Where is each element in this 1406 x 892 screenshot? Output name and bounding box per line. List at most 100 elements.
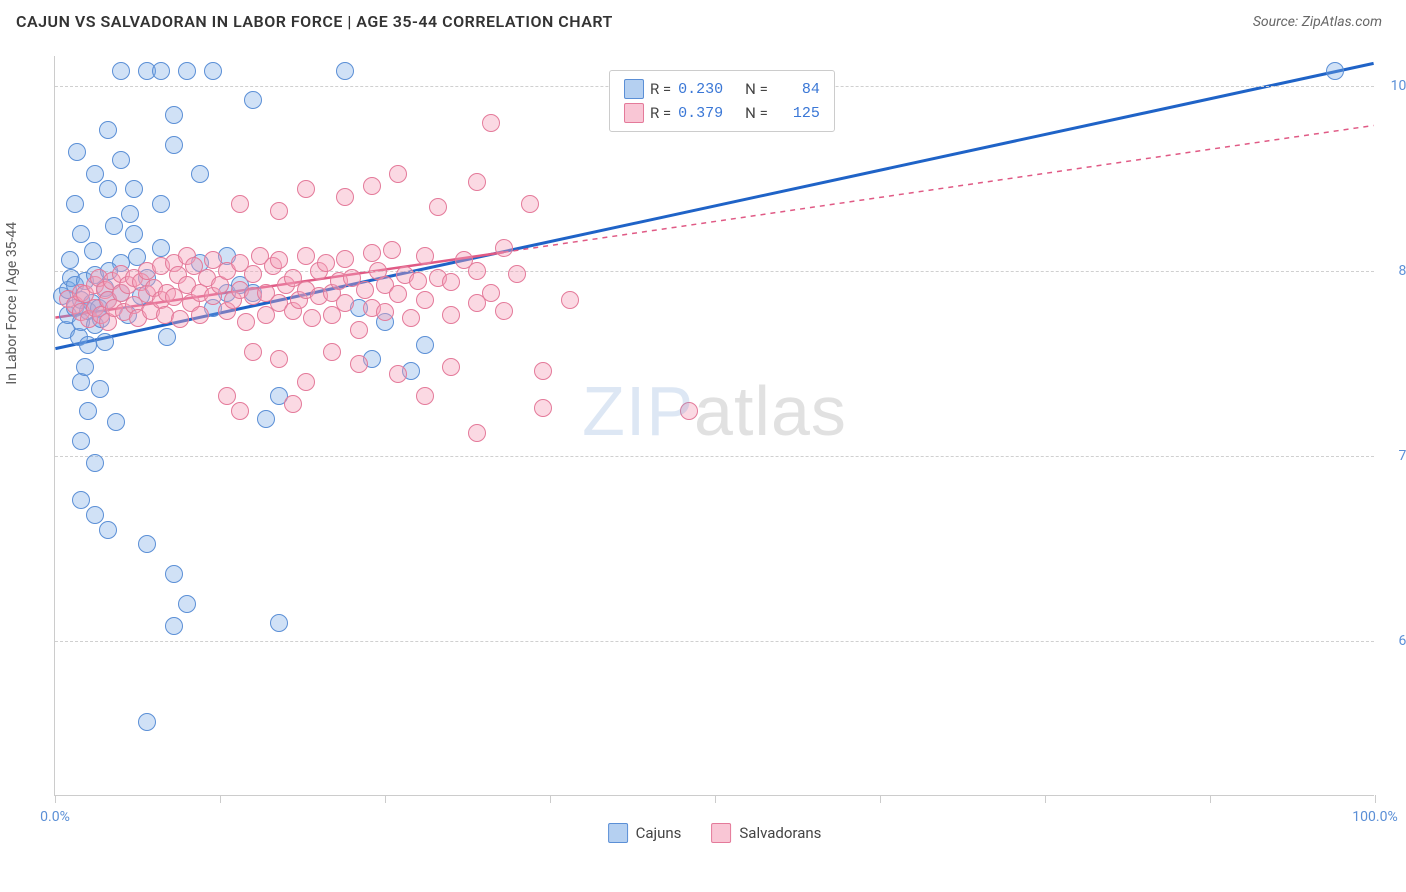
- scatter-point: [482, 114, 500, 132]
- scatter-point: [356, 281, 374, 299]
- scatter-point: [468, 173, 486, 191]
- scatter-point: [218, 387, 236, 405]
- scatter-point: [303, 309, 321, 327]
- scatter-point: [336, 188, 354, 206]
- scatter-point: [270, 350, 288, 368]
- y-tick-label: 62.5%: [1380, 633, 1406, 649]
- scatter-point: [317, 254, 335, 272]
- legend-stat-row: R = 0.230 N = 84: [624, 77, 820, 101]
- scatter-point: [534, 362, 552, 380]
- y-tick-label: 87.5%: [1380, 263, 1406, 279]
- stat-label-n: N =: [745, 80, 768, 98]
- x-tick-label: 0.0%: [40, 809, 70, 825]
- series-legend: Cajuns Salvadorans: [608, 823, 822, 843]
- scatter-point: [178, 62, 196, 80]
- scatter-point: [389, 285, 407, 303]
- scatter-point: [468, 424, 486, 442]
- scatter-point: [336, 250, 354, 268]
- scatter-point: [107, 413, 125, 431]
- x-tick: [880, 795, 881, 803]
- scatter-point: [68, 143, 86, 161]
- scatter-point: [297, 180, 315, 198]
- watermark: ZIPatlas: [582, 371, 847, 451]
- scatter-point: [336, 294, 354, 312]
- scatter-point: [416, 336, 434, 354]
- gridline-h: [55, 456, 1374, 457]
- scatter-point: [165, 617, 183, 635]
- scatter-point: [99, 121, 117, 139]
- scatter-point: [99, 180, 117, 198]
- trend-lines: [55, 56, 1374, 795]
- scatter-point: [158, 328, 176, 346]
- scatter-point: [257, 410, 275, 428]
- scatter-point: [402, 309, 420, 327]
- legend-series-item: Salvadorans: [711, 823, 821, 843]
- scatter-point: [409, 272, 427, 290]
- scatter-point: [389, 365, 407, 383]
- scatter-point: [363, 244, 381, 262]
- stat-value-n: 84: [774, 81, 820, 98]
- scatter-point: [72, 225, 90, 243]
- scatter-point: [416, 387, 434, 405]
- legend-swatch: [624, 103, 644, 123]
- scatter-point: [363, 177, 381, 195]
- scatter-point: [165, 565, 183, 583]
- scatter-point: [121, 205, 139, 223]
- scatter-point: [191, 165, 209, 183]
- y-tick-label: 75.0%: [1380, 448, 1406, 464]
- correlation-legend: R = 0.230 N = 84 R =0.379N =125: [609, 70, 835, 132]
- scatter-point: [389, 165, 407, 183]
- scatter-point: [138, 535, 156, 553]
- scatter-point: [495, 302, 513, 320]
- legend-stat-row: R =0.379N =125: [624, 101, 820, 125]
- scatter-point: [323, 343, 341, 361]
- legend-series-label: Cajuns: [636, 824, 682, 842]
- scatter-point: [482, 284, 500, 302]
- scatter-point: [383, 241, 401, 259]
- scatter-point: [429, 198, 447, 216]
- x-tick-label: 100.0%: [1352, 809, 1397, 825]
- scatter-point: [297, 247, 315, 265]
- watermark-atlas: atlas: [694, 372, 847, 450]
- scatter-point: [86, 454, 104, 472]
- scatter-point: [237, 313, 255, 331]
- scatter-point: [244, 91, 262, 109]
- scatter-point: [416, 247, 434, 265]
- x-tick: [1045, 795, 1046, 803]
- stat-label-r: R =: [650, 80, 671, 98]
- scatter-point: [79, 336, 97, 354]
- scatter-point: [336, 62, 354, 80]
- scatter-point: [152, 239, 170, 257]
- scatter-point: [442, 273, 460, 291]
- stat-value-r: 0.230: [677, 81, 723, 98]
- scatter-point: [125, 225, 143, 243]
- x-tick: [220, 795, 221, 803]
- x-tick: [550, 795, 551, 803]
- scatter-point: [79, 402, 97, 420]
- scatter-point: [165, 106, 183, 124]
- scatter-point: [204, 62, 222, 80]
- scatter-point: [138, 713, 156, 731]
- scatter-point: [680, 402, 698, 420]
- scatter-point: [350, 321, 368, 339]
- scatter-point: [112, 62, 130, 80]
- scatter-point: [521, 195, 539, 213]
- scatter-point: [270, 614, 288, 632]
- x-tick: [1210, 795, 1211, 803]
- scatter-point: [125, 180, 143, 198]
- legend-series-label: Salvadorans: [739, 824, 821, 842]
- scatter-point: [72, 491, 90, 509]
- scatter-point: [76, 358, 94, 376]
- y-axis-label: In Labor Force | Age 35-44: [4, 222, 20, 385]
- y-tick-label: 100.0%: [1380, 78, 1406, 94]
- scatter-point: [84, 242, 102, 260]
- legend-swatch: [608, 823, 628, 843]
- plot-area: ZIPatlas R =0.230N =84R =0.379N =125 Caj…: [54, 56, 1374, 796]
- scatter-point: [191, 306, 209, 324]
- scatter-point: [96, 333, 114, 351]
- scatter-point: [61, 251, 79, 269]
- x-tick: [385, 795, 386, 803]
- scatter-point: [1326, 62, 1344, 80]
- x-tick: [715, 795, 716, 803]
- scatter-point: [86, 165, 104, 183]
